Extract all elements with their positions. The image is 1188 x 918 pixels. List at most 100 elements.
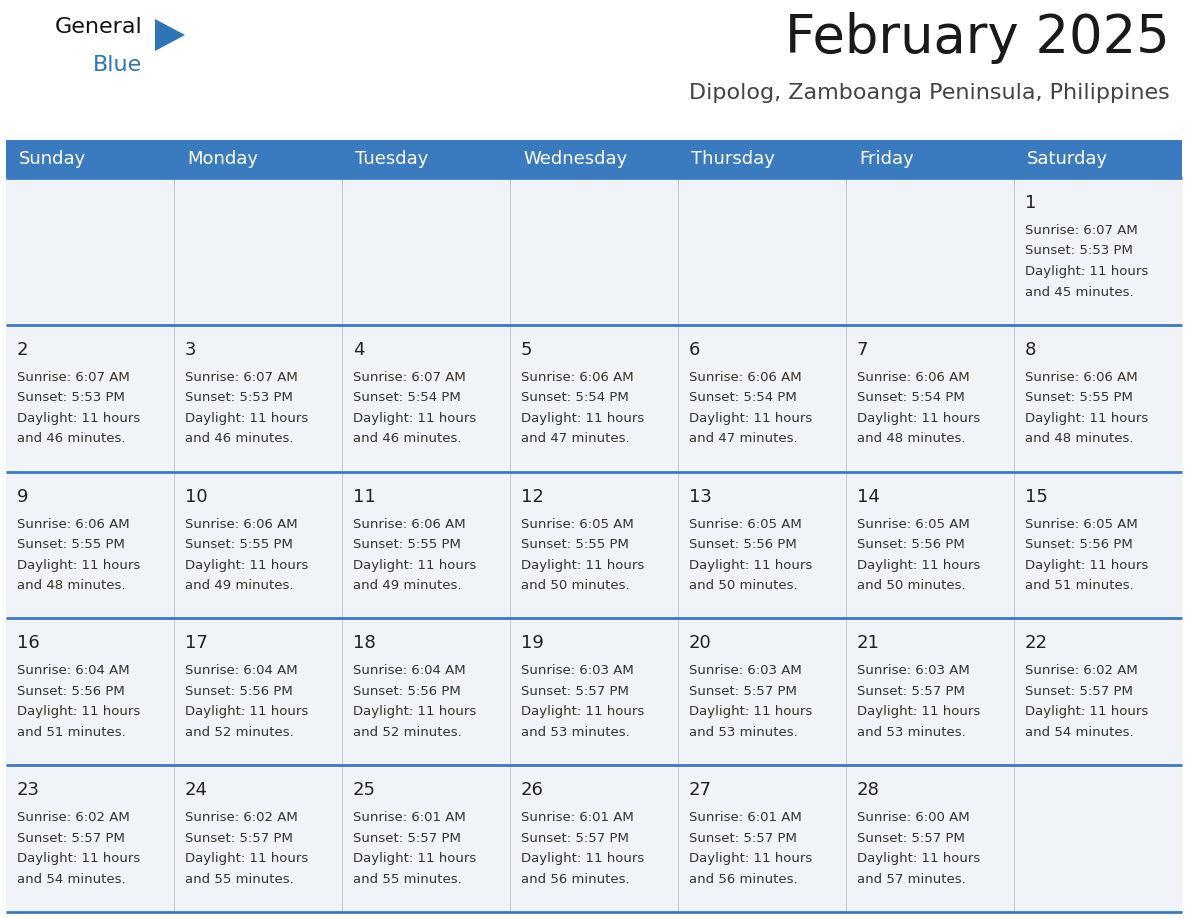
Text: Daylight: 11 hours: Daylight: 11 hours [522,558,644,572]
Text: Daylight: 11 hours: Daylight: 11 hours [857,412,980,425]
Text: Sunset: 5:57 PM: Sunset: 5:57 PM [1025,685,1133,698]
Text: 28: 28 [857,781,880,800]
Text: Sunrise: 6:04 AM: Sunrise: 6:04 AM [17,665,129,677]
Text: Sunrise: 6:05 AM: Sunrise: 6:05 AM [689,518,802,531]
Text: 23: 23 [17,781,40,800]
Text: and 48 minutes.: and 48 minutes. [857,432,966,445]
Text: and 50 minutes.: and 50 minutes. [689,579,797,592]
Text: Sunrise: 6:06 AM: Sunrise: 6:06 AM [17,518,129,531]
Text: Sunset: 5:56 PM: Sunset: 5:56 PM [689,538,797,551]
Text: Sunrise: 6:03 AM: Sunrise: 6:03 AM [857,665,969,677]
Text: 16: 16 [17,634,39,653]
Text: 26: 26 [522,781,544,800]
Text: 17: 17 [185,634,208,653]
Text: and 46 minutes.: and 46 minutes. [185,432,293,445]
Text: Sunrise: 6:06 AM: Sunrise: 6:06 AM [353,518,466,531]
Text: Sunrise: 6:04 AM: Sunrise: 6:04 AM [353,665,466,677]
Text: Daylight: 11 hours: Daylight: 11 hours [522,412,644,425]
Text: 8: 8 [1025,341,1036,359]
Text: Sunrise: 6:07 AM: Sunrise: 6:07 AM [353,371,466,384]
Text: Dipolog, Zamboanga Peninsula, Philippines: Dipolog, Zamboanga Peninsula, Philippine… [689,83,1170,103]
Text: and 52 minutes.: and 52 minutes. [353,726,462,739]
Bar [6,325,1182,472]
Text: February 2025: February 2025 [785,12,1170,64]
Text: Daylight: 11 hours: Daylight: 11 hours [689,705,813,719]
Text: Sunrise: 6:02 AM: Sunrise: 6:02 AM [17,812,129,824]
Text: Daylight: 11 hours: Daylight: 11 hours [353,705,476,719]
Text: and 50 minutes.: and 50 minutes. [522,579,630,592]
Text: Sunset: 5:56 PM: Sunset: 5:56 PM [857,538,965,551]
Text: 3: 3 [185,341,196,359]
Text: and 48 minutes.: and 48 minutes. [1025,432,1133,445]
Text: Daylight: 11 hours: Daylight: 11 hours [689,558,813,572]
Text: Monday: Monday [187,150,258,168]
Text: Wednesday: Wednesday [523,150,627,168]
Text: Sunrise: 6:06 AM: Sunrise: 6:06 AM [522,371,633,384]
Text: 7: 7 [857,341,868,359]
Text: 13: 13 [689,487,712,506]
Text: Sunset: 5:57 PM: Sunset: 5:57 PM [522,685,628,698]
Text: Sunrise: 6:05 AM: Sunrise: 6:05 AM [1025,518,1138,531]
Text: Sunset: 5:57 PM: Sunset: 5:57 PM [689,832,797,845]
Text: and 49 minutes.: and 49 minutes. [353,579,461,592]
Text: Sunset: 5:54 PM: Sunset: 5:54 PM [857,391,965,404]
Text: Daylight: 11 hours: Daylight: 11 hours [1025,412,1149,425]
Text: Daylight: 11 hours: Daylight: 11 hours [185,852,308,865]
Text: Sunrise: 6:03 AM: Sunrise: 6:03 AM [689,665,802,677]
Text: and 46 minutes.: and 46 minutes. [353,432,461,445]
Text: 18: 18 [353,634,375,653]
Text: Sunrise: 6:01 AM: Sunrise: 6:01 AM [689,812,802,824]
Text: Sunrise: 6:05 AM: Sunrise: 6:05 AM [522,518,633,531]
Text: and 50 minutes.: and 50 minutes. [857,579,966,592]
Text: Daylight: 11 hours: Daylight: 11 hours [857,705,980,719]
Text: Sunset: 5:54 PM: Sunset: 5:54 PM [689,391,797,404]
Text: Sunset: 5:54 PM: Sunset: 5:54 PM [353,391,461,404]
Text: and 46 minutes.: and 46 minutes. [17,432,126,445]
Text: Sunset: 5:57 PM: Sunset: 5:57 PM [185,832,293,845]
Text: Sunset: 5:57 PM: Sunset: 5:57 PM [857,832,965,845]
Text: Sunset: 5:56 PM: Sunset: 5:56 PM [353,685,461,698]
Text: Daylight: 11 hours: Daylight: 11 hours [353,852,476,865]
Bar [6,766,1182,912]
Text: 10: 10 [185,487,208,506]
Text: and 55 minutes.: and 55 minutes. [353,873,462,886]
Text: Sunrise: 6:07 AM: Sunrise: 6:07 AM [1025,224,1138,237]
Text: Tuesday: Tuesday [355,150,429,168]
Text: Sunrise: 6:06 AM: Sunrise: 6:06 AM [857,371,969,384]
Text: Sunset: 5:57 PM: Sunset: 5:57 PM [353,832,461,845]
Text: Sunrise: 6:06 AM: Sunrise: 6:06 AM [1025,371,1138,384]
Text: Sunrise: 6:01 AM: Sunrise: 6:01 AM [353,812,466,824]
Text: Sunrise: 6:00 AM: Sunrise: 6:00 AM [857,812,969,824]
Text: Daylight: 11 hours: Daylight: 11 hours [17,412,140,425]
Text: and 53 minutes.: and 53 minutes. [689,726,798,739]
Text: Daylight: 11 hours: Daylight: 11 hours [1025,558,1149,572]
Text: Sunrise: 6:06 AM: Sunrise: 6:06 AM [689,371,802,384]
Text: and 53 minutes.: and 53 minutes. [857,726,966,739]
Text: Sunrise: 6:02 AM: Sunrise: 6:02 AM [1025,665,1138,677]
Text: 24: 24 [185,781,208,800]
Text: Sunset: 5:57 PM: Sunset: 5:57 PM [689,685,797,698]
Text: Daylight: 11 hours: Daylight: 11 hours [1025,705,1149,719]
Text: and 49 minutes.: and 49 minutes. [185,579,293,592]
Text: Sunrise: 6:02 AM: Sunrise: 6:02 AM [185,812,298,824]
Text: Daylight: 11 hours: Daylight: 11 hours [185,705,308,719]
Text: 22: 22 [1025,634,1048,653]
Text: Daylight: 11 hours: Daylight: 11 hours [522,705,644,719]
Text: Saturday: Saturday [1026,150,1108,168]
Text: 5: 5 [522,341,532,359]
Text: and 45 minutes.: and 45 minutes. [1025,285,1133,298]
Text: and 57 minutes.: and 57 minutes. [857,873,966,886]
Text: 21: 21 [857,634,880,653]
Text: 27: 27 [689,781,712,800]
Text: 11: 11 [353,487,375,506]
Text: 14: 14 [857,487,880,506]
Text: and 47 minutes.: and 47 minutes. [689,432,797,445]
Text: Thursday: Thursday [691,150,775,168]
Text: and 53 minutes.: and 53 minutes. [522,726,630,739]
Text: and 56 minutes.: and 56 minutes. [689,873,797,886]
Text: 2: 2 [17,341,29,359]
Text: and 52 minutes.: and 52 minutes. [185,726,293,739]
Text: and 51 minutes.: and 51 minutes. [17,726,126,739]
Text: 6: 6 [689,341,701,359]
Text: Daylight: 11 hours: Daylight: 11 hours [17,558,140,572]
